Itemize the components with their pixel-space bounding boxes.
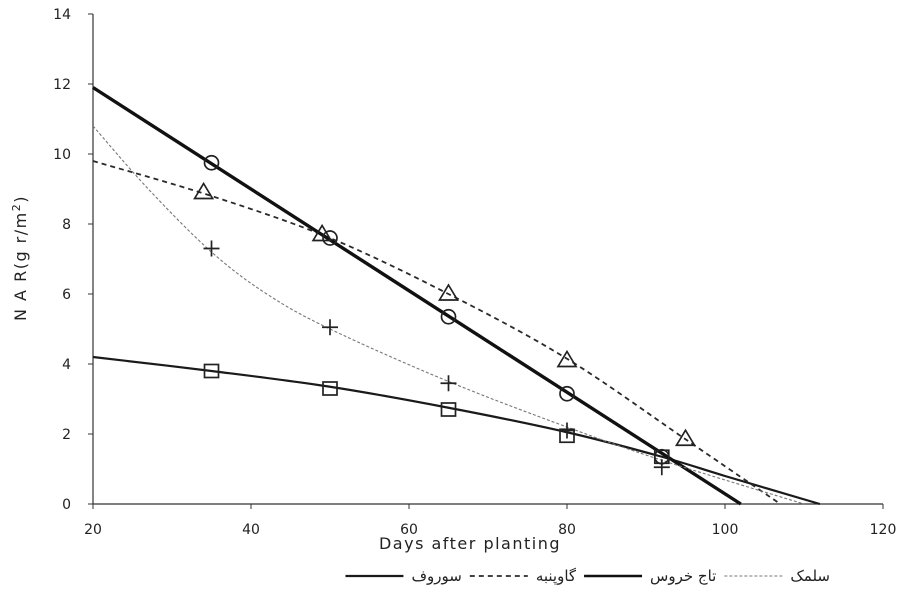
data-point-circle <box>322 230 338 246</box>
y-tick-label: 4 <box>62 357 71 373</box>
data-point-circle <box>559 385 575 402</box>
x-ticks: 20 40 60 80 100 120 <box>84 504 896 538</box>
data-point-plus <box>559 422 575 439</box>
data-point-triangle <box>193 181 215 200</box>
data-point-square <box>203 363 220 379</box>
x-tick-label: 80 <box>558 522 576 538</box>
data-point-triangle <box>437 283 460 301</box>
y-ticks: 0 2 4 6 8 10 12 14 <box>53 7 93 513</box>
y-axis-title-main: N A R(g r/m <box>11 211 30 321</box>
series-line-square <box>92 355 821 506</box>
series-line-circle <box>92 86 742 506</box>
data-point-plus <box>322 319 338 336</box>
y-tick-label: 12 <box>53 77 71 93</box>
x-tick-label: 120 <box>870 522 897 538</box>
legend-label: سلمک <box>790 567 830 585</box>
x-axis-title: Days after planting <box>379 534 561 553</box>
x-tick-label: 40 <box>242 522 260 538</box>
y-axis-title: N A R(g r/m2) <box>10 195 30 321</box>
y-tick-label: 10 <box>53 147 71 163</box>
data-point-circle <box>440 308 457 325</box>
y-tick-label: 14 <box>53 7 71 23</box>
data-point-circle <box>203 154 220 171</box>
x-tick-label: 100 <box>712 522 739 538</box>
legend-label: سوروف <box>411 567 461 585</box>
legend: سلمک تاج خروس گاوپنبه سوروف <box>345 567 830 586</box>
axes <box>92 14 883 505</box>
data-point-plus <box>440 375 457 392</box>
data-point-square <box>440 402 457 417</box>
y-tick-label: 0 <box>62 497 71 513</box>
x-tick-label: 60 <box>400 522 418 538</box>
data-point-triangle <box>556 349 578 368</box>
legend-label: گاوپنبه <box>536 567 577 586</box>
y-tick-label: 6 <box>62 287 71 303</box>
series-lines <box>92 86 821 506</box>
y-tick-label: 2 <box>62 427 71 443</box>
y-tick-label: 8 <box>62 217 71 233</box>
data-point-triangle <box>311 223 333 242</box>
series-line-plus <box>92 125 805 505</box>
x-tick-label: 20 <box>84 522 102 538</box>
data-point-plus <box>653 459 670 476</box>
series-markers <box>193 154 697 476</box>
data-point-square <box>322 381 338 396</box>
y-axis-title-end: ) <box>11 195 30 203</box>
data-point-triangle <box>674 428 697 447</box>
y-axis-title-superscript: 2 <box>10 203 23 212</box>
data-point-plus <box>203 240 220 257</box>
series-line-triangle <box>92 160 781 505</box>
legend-label: تاج خروس <box>650 567 716 586</box>
